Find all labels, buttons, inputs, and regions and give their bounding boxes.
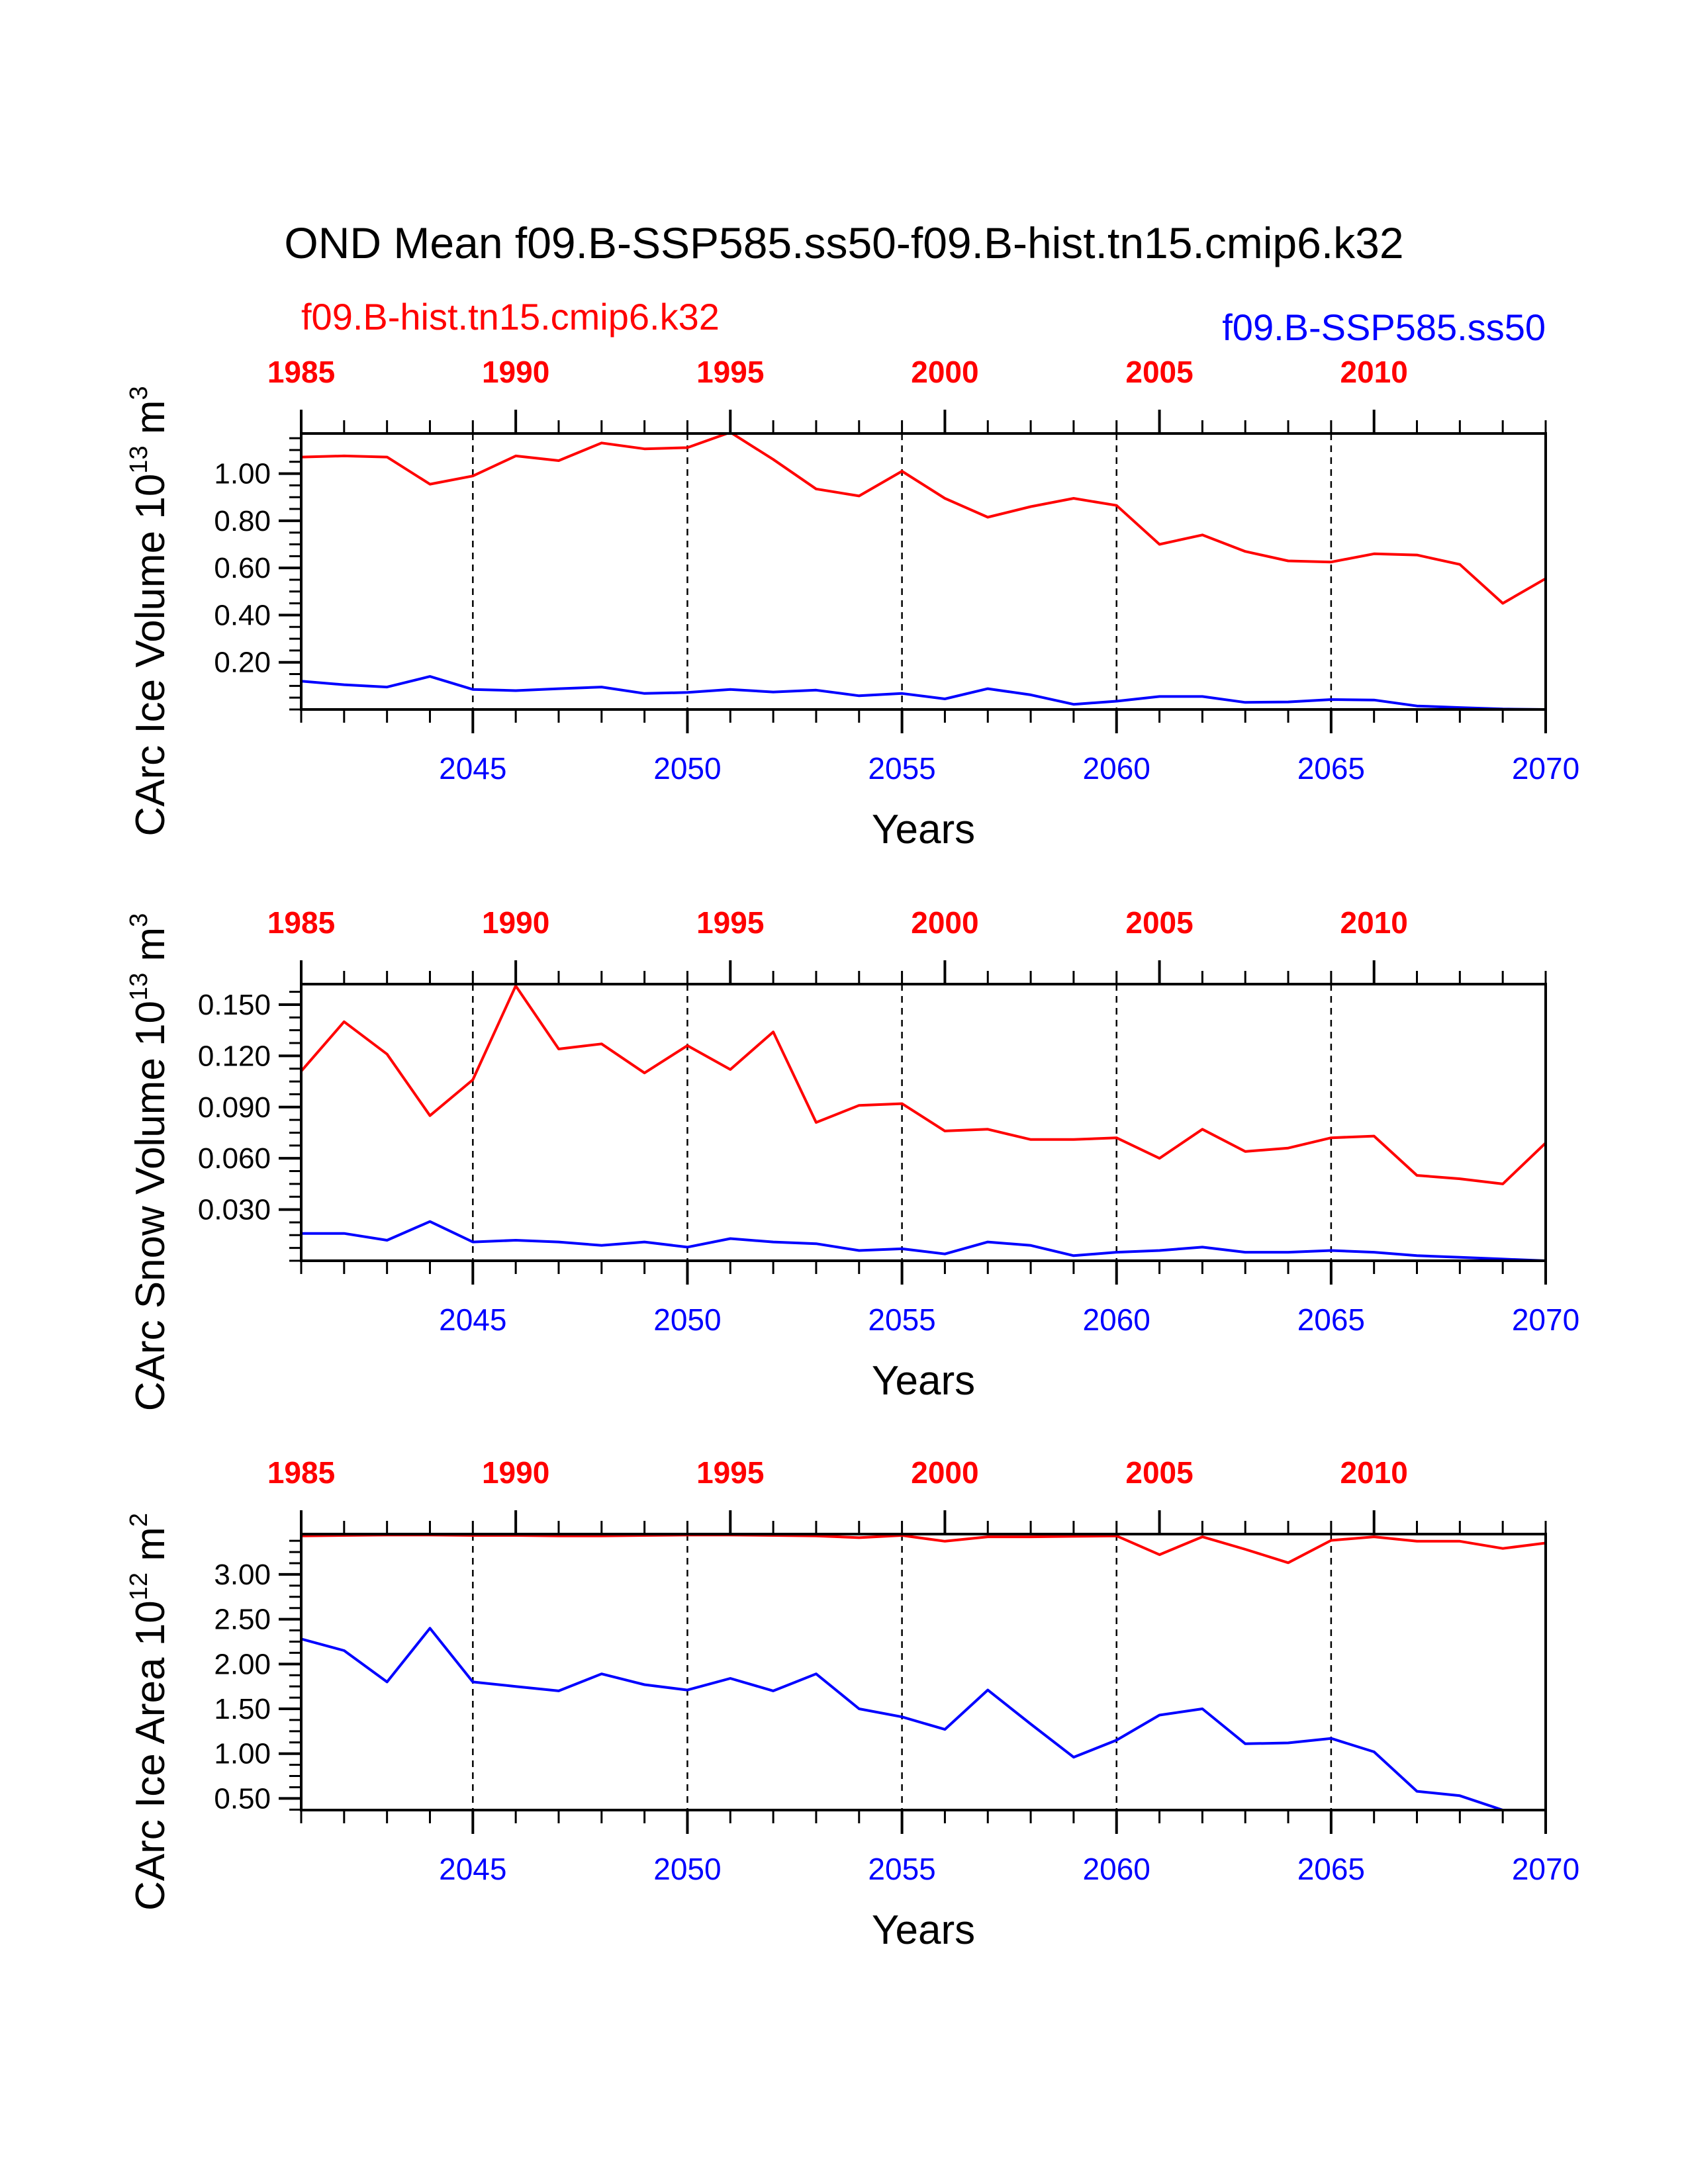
series-line-hist xyxy=(301,1534,1546,1565)
y-axis-title-text: CArc Ice Area 10 xyxy=(128,1600,173,1911)
y-tick-label: 0.150 xyxy=(198,989,271,1021)
x-axis-title: Years xyxy=(872,1907,975,1953)
plot-frame xyxy=(300,983,1547,1262)
series-line-hist xyxy=(301,433,1546,605)
y-axis-title-text: CArc Snow Volume 10 xyxy=(128,1001,173,1411)
top-tick-label: 1990 xyxy=(482,905,549,940)
y-axis-title: CArc Ice Volume 1013 m3 xyxy=(125,386,173,836)
y-axis-title-unit: m xyxy=(128,927,173,973)
y-axis-title-exponent: 13 xyxy=(125,973,153,1001)
y-axis-title: CArc Ice Area 1012 m2 xyxy=(125,1513,173,1911)
series-line-hist xyxy=(301,984,1546,1185)
bottom-tick-label: 2045 xyxy=(439,751,506,786)
y-tick-label: 1.00 xyxy=(214,1738,271,1770)
y-axis-title-unit: m xyxy=(128,1527,173,1572)
bottom-tick-label: 2045 xyxy=(439,1302,506,1337)
y-axis-title-exponent: 12 xyxy=(125,1572,153,1600)
top-tick-label: 2010 xyxy=(1340,1455,1408,1490)
plot-frame xyxy=(300,1533,1547,1811)
top-tick-label: 1990 xyxy=(482,1455,549,1490)
top-tick-label: 1995 xyxy=(696,905,764,940)
y-tick-label: 0.060 xyxy=(198,1142,271,1175)
bottom-tick-label: 2060 xyxy=(1083,1302,1150,1337)
y-tick-label: 0.090 xyxy=(198,1091,271,1124)
top-tick-label: 1990 xyxy=(482,355,549,389)
y-axis-title: CArc Snow Volume 1013 m3 xyxy=(125,913,173,1412)
panels: 0.20 0.40 0.60 0.80 1.00 2045 2050 2055 2060 2065… xyxy=(125,355,1579,1953)
y-tick-label: 3.00 xyxy=(214,1559,271,1591)
bottom-tick-label: 2060 xyxy=(1083,1852,1150,1886)
y-axis-title-unit-exponent: 2 xyxy=(125,1513,153,1527)
top-tick-label: 2000 xyxy=(911,1455,978,1490)
top-tick-label: 1985 xyxy=(267,1455,335,1490)
bottom-tick-label: 2055 xyxy=(868,1302,935,1337)
x-axis-title: Years xyxy=(872,807,975,852)
bottom-tick-label: 2070 xyxy=(1512,751,1579,786)
panel-1: 0.20 0.40 0.60 0.80 1.00 2045 2050 2055 2060 2065… xyxy=(125,355,1579,852)
bottom-tick-label: 2050 xyxy=(653,1302,721,1337)
y-axis-title-unit: m xyxy=(128,400,173,446)
top-tick-label: 2005 xyxy=(1125,905,1193,940)
bottom-tick-label: 2060 xyxy=(1083,751,1150,786)
plot-frame xyxy=(300,432,1547,711)
bottom-tick-label: 2065 xyxy=(1297,1852,1365,1886)
top-tick-label: 2010 xyxy=(1340,905,1408,940)
y-tick-label: 2.00 xyxy=(214,1648,271,1680)
bottom-tick-label: 2050 xyxy=(653,1852,721,1886)
bottom-tick-label: 2065 xyxy=(1297,751,1365,786)
top-tick-label: 2005 xyxy=(1125,355,1193,389)
y-axis-title-unit-exponent: 3 xyxy=(125,913,153,927)
top-tick-label: 2010 xyxy=(1340,355,1408,389)
top-tick-label: 2005 xyxy=(1125,1455,1193,1490)
y-tick-label: 0.40 xyxy=(214,599,271,631)
top-tick-label: 1995 xyxy=(696,355,764,389)
y-tick-label: 0.20 xyxy=(214,647,271,679)
top-tick-label: 1985 xyxy=(267,355,335,389)
y-axis-title-unit-exponent: 3 xyxy=(125,386,153,400)
figure-title: OND Mean f09.B-SSP585.ss50-f09.B-hist.tn… xyxy=(284,218,1403,267)
y-axis-title-exponent: 13 xyxy=(125,445,153,473)
top-tick-label: 2000 xyxy=(911,355,978,389)
y-tick-label: 1.00 xyxy=(214,458,271,490)
series-line-ssp xyxy=(301,675,1546,709)
y-tick-label: 0.50 xyxy=(214,1782,271,1815)
top-tick-label: 2000 xyxy=(911,905,978,940)
y-tick-label: 0.030 xyxy=(198,1194,271,1226)
top-tick-label: 1985 xyxy=(267,905,335,940)
legend-ssp: f09.B-SSP585.ss50 xyxy=(1222,306,1546,348)
x-axis-title: Years xyxy=(872,1358,975,1404)
y-tick-label: 0.120 xyxy=(198,1040,271,1072)
y-tick-label: 0.80 xyxy=(214,505,271,537)
y-axis-title-text: CArc Ice Volume 10 xyxy=(128,474,173,837)
bottom-tick-label: 2055 xyxy=(868,751,935,786)
legend-hist: f09.B-hist.tn15.cmip6.k32 xyxy=(301,296,720,338)
bottom-tick-label: 2055 xyxy=(868,1852,935,1886)
bottom-tick-label: 2065 xyxy=(1297,1302,1365,1337)
y-tick-label: 2.50 xyxy=(214,1604,271,1636)
y-tick-label: 0.60 xyxy=(214,552,271,584)
panel-2: 0.030 0.060 0.090 0.120 0.150 2045 2050 2055 206… xyxy=(125,905,1579,1411)
y-tick-label: 1.50 xyxy=(214,1693,271,1725)
top-tick-label: 1995 xyxy=(696,1455,764,1490)
series-line-ssp xyxy=(301,1220,1546,1261)
bottom-tick-label: 2070 xyxy=(1512,1852,1579,1886)
bottom-tick-label: 2050 xyxy=(653,751,721,786)
bottom-tick-label: 2070 xyxy=(1512,1302,1579,1337)
panel-3: 0.50 1.00 1.50 2.00 2.50 3.00 2045 2050 2055 2060… xyxy=(125,1455,1579,1953)
series-line-ssp xyxy=(301,1627,1546,1810)
bottom-tick-label: 2045 xyxy=(439,1852,506,1886)
